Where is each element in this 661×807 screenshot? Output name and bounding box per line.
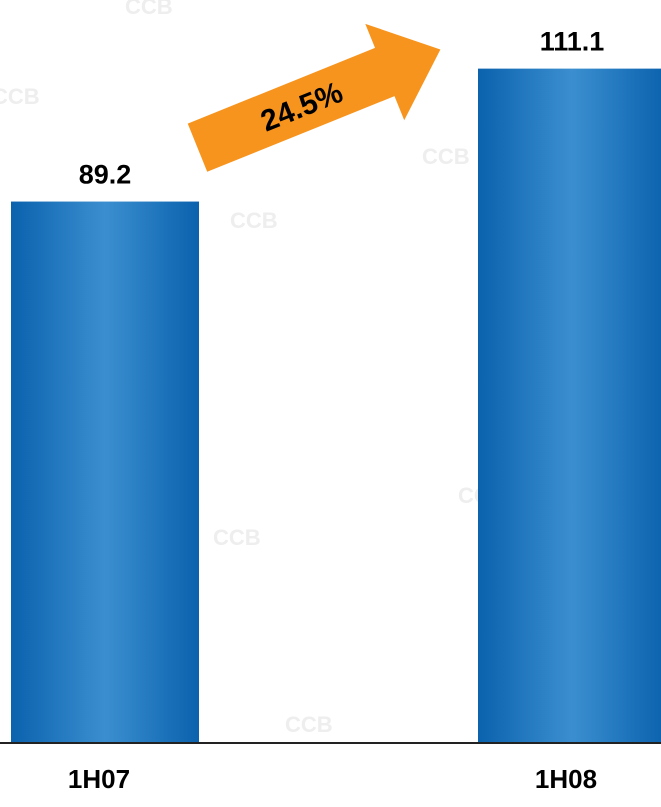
data-label: 89.2 <box>79 160 132 190</box>
bar-1H08 <box>478 68 661 744</box>
x-tick-label: 1H07 <box>68 764 130 794</box>
data-label: 111.1 <box>540 27 605 57</box>
watermark: CCB <box>125 0 173 19</box>
growth-arrow: 24.5% <box>187 23 441 172</box>
bars-group <box>11 68 661 744</box>
x-tick-label: 1H08 <box>535 764 597 794</box>
watermark: CCB <box>422 144 470 169</box>
labels-group: 89.2 1H07 111.1 1H08 <box>68 27 604 794</box>
bar-1H07 <box>11 201 199 743</box>
watermark: CCB <box>230 208 278 233</box>
watermark: CCB <box>0 84 40 109</box>
arrow-icon <box>187 23 441 172</box>
watermark: CCB <box>213 525 261 550</box>
watermark: CCB <box>285 712 333 737</box>
